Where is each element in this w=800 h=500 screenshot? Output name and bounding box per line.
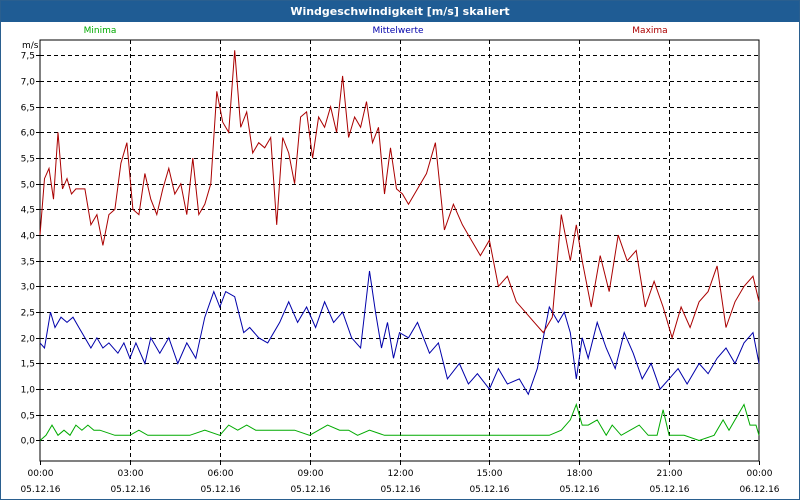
- legend-entry-maxima: Maxima: [632, 26, 667, 36]
- x-tick-time-label: 00:00: [747, 469, 773, 479]
- y-tick-label: 7,0: [21, 78, 36, 88]
- x-tick-date-label: 05.12.16: [290, 485, 330, 495]
- x-tick-time-label: 06:00: [208, 469, 234, 479]
- grid-lines: [40, 40, 759, 461]
- x-tick-date-label: 05.12.16: [469, 485, 509, 495]
- y-axis-unit-label: m/s: [22, 41, 39, 51]
- x-tick-date-label: 05.12.16: [110, 485, 150, 495]
- x-tick-date-label: 05.12.16: [380, 485, 420, 495]
- legend-entry-mittelwerte: Mittelwerte: [372, 26, 423, 36]
- x-tick-time-label: 12:00: [388, 469, 414, 479]
- y-tick-label: 2,0: [21, 335, 36, 345]
- series-line-minima: [39, 402, 760, 442]
- y-tick-label: 1,5: [21, 360, 35, 370]
- y-tick-label: 3,5: [21, 258, 35, 268]
- y-tick-label: 5,0: [21, 181, 36, 191]
- axis-labels: 0,0 0,5 1,0 1,5 2,0 2,5 3,0 3,5 4,0 4,5 5,0 5,5 6,0 6…: [20, 52, 779, 496]
- y-tick-label: 6,0: [21, 129, 36, 139]
- x-tick-time-label: 03:00: [118, 469, 144, 479]
- window-title: Windgeschwindigkeit [m/s] skaliert: [1, 1, 799, 22]
- y-tick-label: 0,0: [21, 437, 36, 447]
- series-line-maxima: [39, 50, 760, 340]
- y-tick-label: 3,0: [21, 283, 36, 293]
- series-line-mittelwerte: [39, 270, 760, 396]
- y-tick-label: 7,5: [21, 52, 35, 62]
- x-tick-date-label: 05.12.16: [559, 485, 599, 495]
- y-tick-label: 2,5: [21, 309, 35, 319]
- x-tick-date-label: 06.12.16: [739, 485, 779, 495]
- x-tick-date-label: 05.12.16: [200, 485, 240, 495]
- x-tick-time-label: 18:00: [567, 469, 593, 479]
- y-tick-label: 5,5: [21, 155, 35, 165]
- series-group: [39, 50, 760, 442]
- y-tick-label: 4,5: [21, 206, 35, 216]
- y-tick-label: 0,5: [21, 412, 35, 422]
- x-tick-date-label: 05.12.16: [20, 485, 60, 495]
- y-tick-label: 4,0: [21, 232, 36, 242]
- x-tick-time-label: 00:00: [28, 469, 54, 479]
- y-tick-label: 6,5: [21, 104, 35, 114]
- x-tick-time-label: 15:00: [477, 469, 503, 479]
- plot-area: [39, 39, 760, 462]
- y-tick-label: 1,0: [21, 386, 36, 396]
- legend-entry-minima: Minima: [84, 26, 117, 36]
- x-tick-time-label: 09:00: [298, 469, 324, 479]
- x-tick-time-label: 21:00: [657, 469, 683, 479]
- legend: Minima Mittelwerte Maxima: [84, 26, 668, 36]
- x-tick-date-label: 05.12.16: [649, 485, 689, 495]
